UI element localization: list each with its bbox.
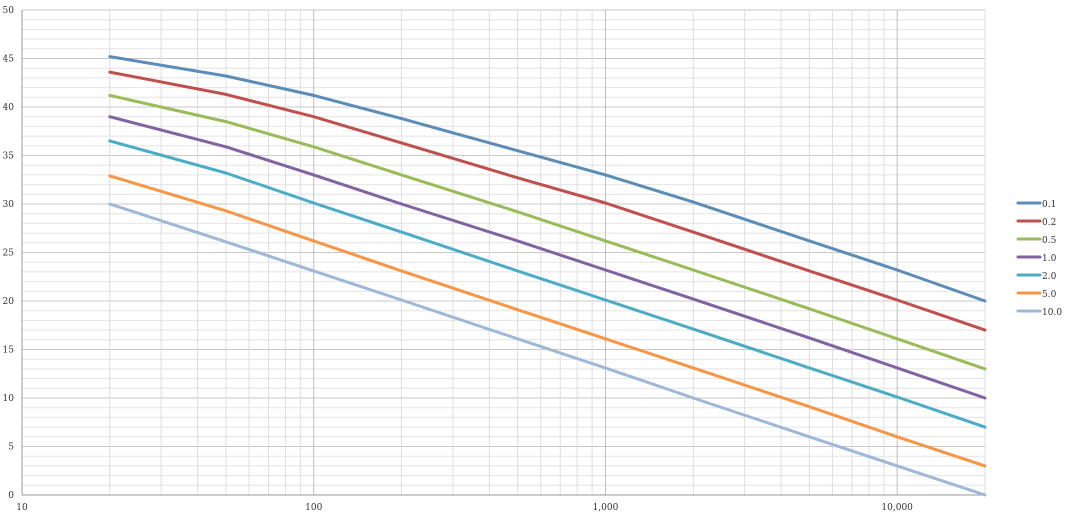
grid [21,9,986,496]
legend-label: 1.0 [1042,254,1057,264]
series-line-2-0 [108,139,987,429]
y-tick-label: 15 [3,346,15,356]
axes: 0 5 10 15 20 25 30 35 40 45 50 10 100 1,000 10,000 [3,6,985,513]
y-tick-label: 10 [3,394,15,404]
y-tick-label: 45 [3,55,15,65]
legend-label: 5.0 [1042,290,1057,300]
x-tick-label: 10 [16,503,28,513]
series-line-0-2 [108,70,987,332]
x-tick-label: 100 [305,503,322,513]
x-tick-label: 10,000 [881,503,913,513]
series-line-1-0 [108,115,987,400]
series-line-0-1 [108,55,987,303]
legend-label: 0.2 [1042,218,1056,228]
legend: 0.1 0.2 0.5 1.0 2.0 5.0 10.0 [1016,200,1062,318]
legend-label: 10.0 [1042,308,1062,318]
y-tick-label: 25 [3,249,15,259]
y-tick-label: 50 [3,6,15,16]
y-tick-label: 35 [3,152,15,162]
legend-label: 0.5 [1042,236,1057,246]
y-tick-label: 20 [3,297,15,307]
y-tick-label: 0 [8,491,14,501]
y-tick-label: 5 [8,443,14,453]
series-line-0-5 [108,93,987,371]
series-line-10-0 [108,202,987,497]
y-tick-label: 30 [3,200,15,210]
y-tick-label: 40 [3,103,15,113]
series-lines [108,55,987,497]
legend-label: 2.0 [1042,272,1057,282]
x-tick-label: 1,000 [593,503,619,513]
series-line-5-0 [108,174,987,468]
legend-label: 0.1 [1042,200,1056,210]
